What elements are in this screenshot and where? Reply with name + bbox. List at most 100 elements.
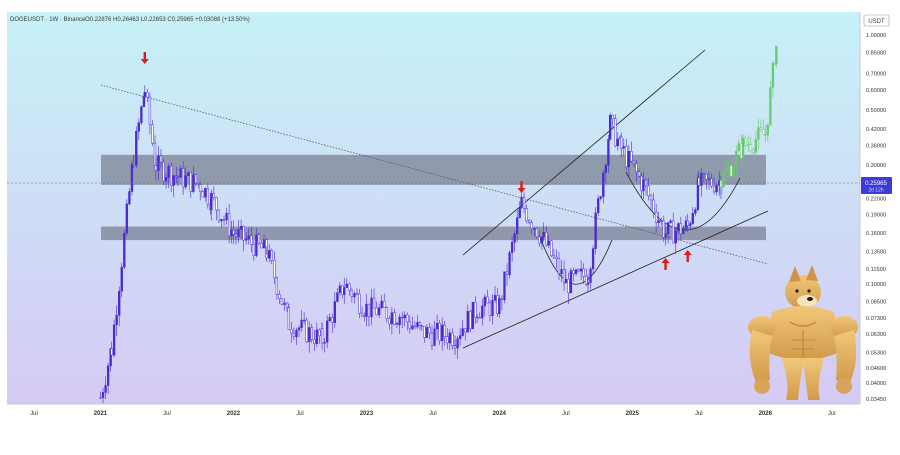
y-tick-label: 0.04000 xyxy=(866,381,886,387)
price-candle xyxy=(206,183,209,209)
projection-candle xyxy=(732,159,735,178)
price-candle xyxy=(425,324,429,339)
x-tick-label: Jul xyxy=(828,411,836,417)
price-candle xyxy=(493,286,497,303)
currency-label: USDT xyxy=(868,19,885,25)
price-candle xyxy=(679,216,683,240)
price-candle xyxy=(164,173,168,189)
price-candle xyxy=(143,85,146,104)
y-tick-label: 0.22000 xyxy=(866,197,886,203)
x-tick-label: 2022 xyxy=(227,411,241,417)
price-candle xyxy=(222,215,226,226)
price-candle xyxy=(408,315,411,334)
x-tick-label: 2026 xyxy=(759,411,773,417)
price-candle xyxy=(533,227,536,237)
price-candle xyxy=(458,328,462,346)
descending-trendline xyxy=(100,84,769,265)
price-candle xyxy=(552,248,556,260)
price-candle xyxy=(505,263,509,287)
price-candle xyxy=(390,307,394,335)
x-tick-label: Jul xyxy=(695,411,703,417)
y-tick-label: 0.04600 xyxy=(866,366,886,372)
price-candle xyxy=(239,219,243,239)
price-candle xyxy=(225,207,228,225)
projection-candle xyxy=(719,179,723,193)
price-candle xyxy=(433,320,436,347)
current-price-countdown: 2d 12h xyxy=(868,188,884,194)
price-candle xyxy=(448,329,451,351)
price-candle xyxy=(599,195,602,201)
price-candle xyxy=(453,335,457,356)
price-candle xyxy=(550,240,553,257)
x-tick-label: 2025 xyxy=(626,411,640,417)
price-candle xyxy=(245,232,248,245)
currency-badge[interactable] xyxy=(863,14,890,27)
price-candle xyxy=(689,220,692,230)
price-candle xyxy=(503,271,506,304)
y-tick-label: 0.16000 xyxy=(866,231,886,237)
price-candle xyxy=(677,222,680,235)
price-candle xyxy=(483,293,486,316)
price-candle xyxy=(715,182,718,196)
price-candle xyxy=(285,301,289,313)
price-candle xyxy=(469,309,472,332)
price-candle xyxy=(406,312,409,331)
price-candle xyxy=(115,305,118,336)
price-candle xyxy=(401,311,404,329)
price-candle xyxy=(292,327,296,340)
price-candle xyxy=(280,298,284,306)
price-candle xyxy=(411,316,414,331)
y-tick-label: 0.08500 xyxy=(866,300,886,306)
price-candle xyxy=(101,387,105,404)
price-candle xyxy=(333,291,336,328)
price-candle xyxy=(654,204,658,234)
price-candle xyxy=(355,288,359,296)
price-candle xyxy=(557,251,561,281)
price-candle xyxy=(594,206,597,255)
price-candle xyxy=(607,134,610,173)
price-candle xyxy=(481,298,484,326)
price-candle xyxy=(622,138,625,157)
price-candle xyxy=(446,328,449,350)
price-candle xyxy=(313,329,316,351)
price-candle xyxy=(110,341,113,357)
price-candle xyxy=(343,277,346,304)
current-price-value: 0.25965 xyxy=(865,181,887,187)
price-candle xyxy=(365,294,368,327)
price-candle xyxy=(660,217,663,226)
price-candle xyxy=(118,286,121,327)
y-tick-label: 0.19000 xyxy=(866,213,886,219)
price-candle xyxy=(500,295,504,311)
price-candle xyxy=(560,260,563,282)
price-candle xyxy=(491,294,494,325)
price-candle xyxy=(691,206,694,226)
price-candle xyxy=(476,314,479,323)
price-candle xyxy=(652,192,655,219)
price-candle xyxy=(297,325,301,338)
price-candle xyxy=(237,219,240,243)
price-candle xyxy=(140,105,143,126)
price-candle xyxy=(525,204,528,224)
price-candle xyxy=(331,313,334,334)
price-candle xyxy=(112,319,116,357)
price-candle xyxy=(199,181,202,201)
price-candle xyxy=(579,260,583,281)
price-candle xyxy=(664,224,667,246)
price-candle xyxy=(393,308,396,326)
price-candle xyxy=(242,225,245,252)
price-candle xyxy=(106,362,110,395)
arrow-down-icon xyxy=(140,52,149,64)
price-candle xyxy=(657,211,660,228)
price-candle xyxy=(275,276,279,300)
price-candle xyxy=(320,322,324,350)
price-candle xyxy=(234,228,238,245)
price-candle xyxy=(220,218,223,228)
price-candle xyxy=(336,288,339,303)
price-candle xyxy=(358,288,361,319)
price-candle xyxy=(604,163,607,184)
price-candle xyxy=(170,162,173,192)
price-candle xyxy=(632,160,636,168)
price-candle xyxy=(637,168,641,178)
